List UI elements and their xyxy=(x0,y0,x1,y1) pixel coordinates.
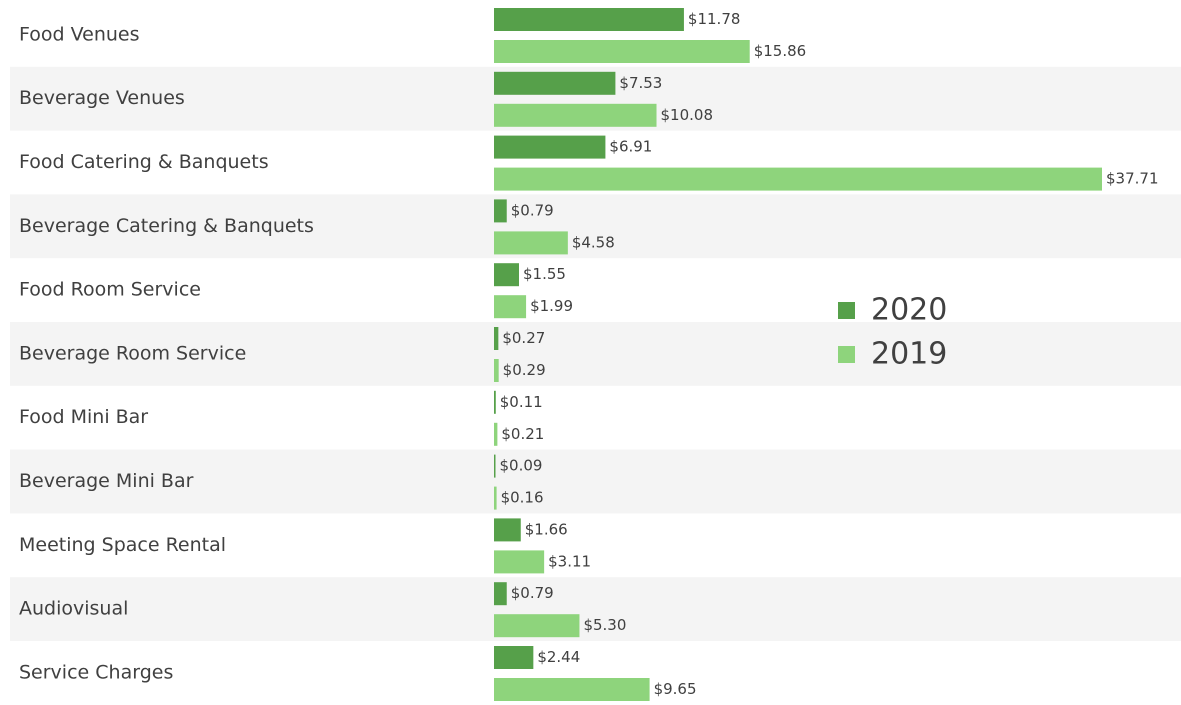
category-label: Food Catering & Banquets xyxy=(19,151,269,173)
row-band xyxy=(10,577,1181,641)
bar xyxy=(494,518,521,542)
bar xyxy=(494,614,580,638)
value-label: $37.71 xyxy=(1106,170,1159,188)
legend-label: 2019 xyxy=(871,337,947,372)
category-label: Beverage Catering & Banquets xyxy=(19,215,314,237)
bar xyxy=(494,486,497,510)
bar xyxy=(494,295,527,319)
bar xyxy=(494,135,606,159)
value-label: $7.53 xyxy=(619,74,662,92)
value-label: $15.86 xyxy=(754,42,807,60)
legend-label: 2020 xyxy=(871,293,947,328)
bar xyxy=(494,103,657,127)
value-label: $0.27 xyxy=(502,329,545,347)
bar xyxy=(494,167,1102,191)
category-label: Service Charges xyxy=(19,661,173,683)
row-band xyxy=(10,194,1181,259)
value-label: $0.16 xyxy=(501,489,544,507)
value-label: $0.29 xyxy=(503,361,546,379)
row-band xyxy=(10,449,1181,514)
bar xyxy=(494,327,499,350)
bar xyxy=(494,359,499,382)
row-band xyxy=(10,322,1181,386)
value-label: $0.21 xyxy=(501,425,544,443)
bar xyxy=(494,390,496,414)
bar xyxy=(494,231,568,255)
bar xyxy=(494,8,684,31)
bar xyxy=(494,422,498,446)
bar xyxy=(494,678,650,701)
legend-swatch xyxy=(838,346,855,363)
value-label: $1.99 xyxy=(530,297,573,315)
legend-swatch xyxy=(838,302,855,319)
value-label: $6.91 xyxy=(609,138,652,156)
value-label: $1.55 xyxy=(523,265,566,283)
value-label: $11.78 xyxy=(688,10,741,28)
category-label: Audiovisual xyxy=(19,598,128,620)
category-label: Food Venues xyxy=(19,23,140,45)
value-label: $0.11 xyxy=(500,393,543,411)
bar xyxy=(494,199,507,223)
category-label: Beverage Venues xyxy=(19,87,185,109)
category-label: Beverage Room Service xyxy=(19,342,246,364)
category-label: Food Room Service xyxy=(19,279,201,301)
bar xyxy=(494,646,534,669)
value-label: $0.79 xyxy=(511,584,554,602)
value-label: $1.66 xyxy=(525,520,568,538)
category-label: Beverage Mini Bar xyxy=(19,470,194,492)
category-label: Meeting Space Rental xyxy=(19,534,226,556)
bar xyxy=(494,71,616,95)
bar xyxy=(494,454,496,478)
value-label: $5.30 xyxy=(583,616,626,634)
value-label: $0.79 xyxy=(511,201,554,219)
value-label: $2.44 xyxy=(537,648,580,666)
bar xyxy=(494,550,545,574)
value-label: $10.08 xyxy=(661,106,714,124)
value-label: $9.65 xyxy=(654,680,697,698)
bar xyxy=(494,263,519,287)
bar xyxy=(494,582,507,606)
value-label: $4.58 xyxy=(572,233,615,251)
value-label: $3.11 xyxy=(548,552,591,570)
category-label: Food Mini Bar xyxy=(19,406,148,428)
bar xyxy=(494,40,750,63)
value-label: $0.09 xyxy=(500,457,543,475)
